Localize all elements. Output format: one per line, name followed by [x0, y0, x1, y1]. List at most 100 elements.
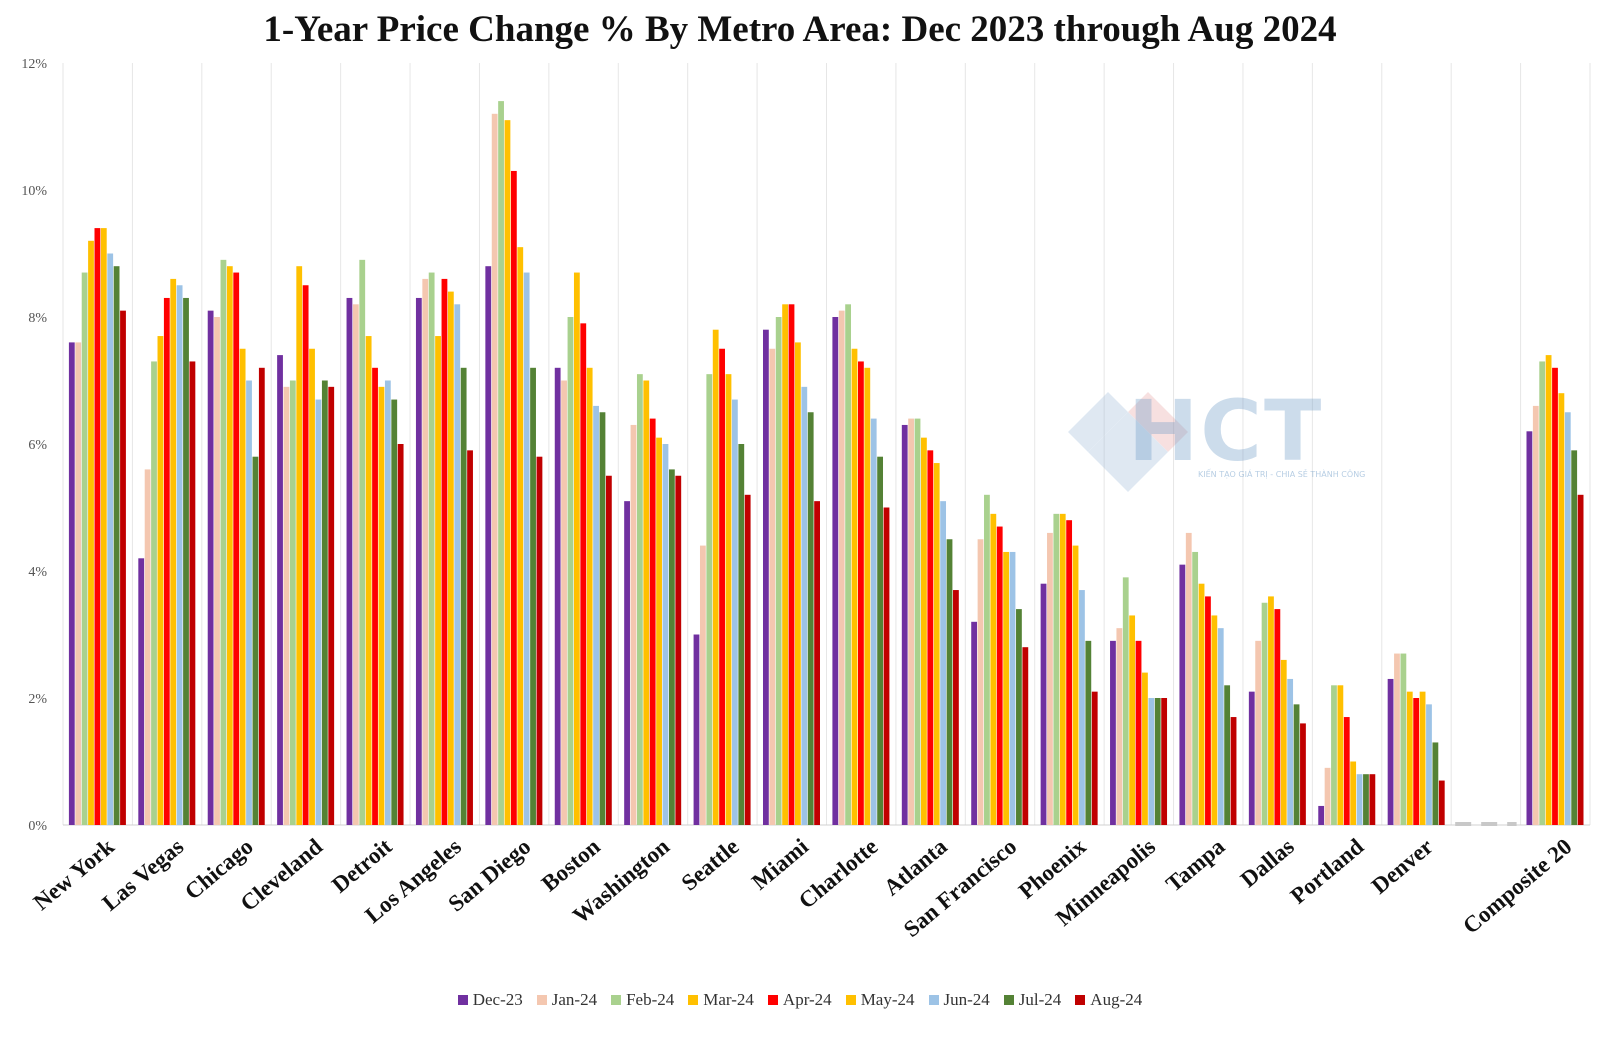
bar	[1343, 717, 1350, 825]
bar	[1318, 805, 1325, 825]
x-tick-label: Portland	[1286, 834, 1369, 909]
bar	[1248, 691, 1255, 825]
bar	[1255, 640, 1262, 825]
bar	[1571, 450, 1578, 825]
x-tick-label: Charlotte	[794, 834, 882, 914]
bar	[1122, 577, 1129, 825]
bar	[1300, 723, 1306, 825]
bar	[530, 367, 536, 825]
bar	[1432, 742, 1439, 825]
bar	[990, 513, 997, 825]
bar	[605, 475, 612, 825]
bar	[921, 437, 927, 825]
chart-title: 1-Year Price Change % By Metro Area: Dec…	[263, 9, 1337, 50]
legend-item: Jul-24	[1003, 990, 1061, 1010]
bar	[561, 380, 567, 825]
legend-swatch	[688, 995, 699, 1005]
bar	[1545, 355, 1552, 825]
watermark-subtitle: KIẾN TẠO GIÁ TRỊ - CHIA SẺ THÀNH CÔNG	[1198, 470, 1366, 479]
legend-label: Jun-24	[943, 990, 990, 1009]
bar	[491, 113, 498, 826]
bar	[1324, 767, 1331, 825]
bar	[1085, 640, 1092, 825]
y-tick-label: 0%	[28, 819, 47, 834]
legend-swatch	[928, 995, 939, 1005]
bar	[315, 399, 322, 825]
bar	[1577, 494, 1584, 825]
bar	[467, 450, 473, 825]
bar	[1552, 367, 1558, 825]
bar	[1438, 780, 1445, 825]
bar	[1205, 596, 1211, 825]
legend-label: Feb-24	[626, 990, 675, 1009]
x-tick-label: Seattle	[677, 834, 744, 896]
bar	[807, 412, 814, 825]
bar	[996, 526, 1003, 825]
bar	[309, 348, 315, 825]
bar	[1356, 774, 1363, 825]
bar	[1532, 405, 1539, 825]
bar	[901, 424, 908, 825]
bar	[151, 361, 157, 825]
bar	[183, 297, 189, 825]
bar	[1369, 774, 1376, 825]
bar	[719, 348, 725, 825]
bar	[207, 310, 214, 825]
bar	[1539, 361, 1546, 825]
bar	[391, 399, 398, 825]
bar	[1400, 653, 1407, 825]
bar	[157, 336, 164, 825]
bar	[1558, 393, 1565, 825]
bar	[189, 361, 196, 825]
bar	[636, 374, 643, 825]
bar	[953, 590, 959, 825]
bar	[769, 348, 776, 825]
bar	[877, 456, 884, 825]
bar	[1135, 640, 1142, 825]
bar	[845, 304, 852, 825]
legend-label: Apr-24	[782, 990, 832, 1009]
bar	[277, 355, 283, 825]
bar	[731, 399, 738, 825]
bar	[296, 266, 303, 825]
bar	[214, 317, 220, 825]
bar	[794, 342, 801, 825]
bar	[239, 348, 246, 825]
bar	[258, 367, 265, 825]
bar	[883, 507, 890, 825]
bar	[352, 304, 359, 825]
x-tick-label: Dallas	[1236, 834, 1299, 893]
bar	[88, 240, 94, 826]
bar	[1350, 761, 1357, 825]
bar	[384, 380, 391, 825]
bar	[1526, 431, 1533, 825]
bar	[1003, 551, 1010, 825]
watermark-logo-icon	[1068, 392, 1188, 492]
bar	[1230, 717, 1237, 825]
y-tick-label: 4%	[28, 565, 47, 580]
bar	[1022, 647, 1029, 825]
bar	[1394, 653, 1400, 825]
bar	[517, 247, 524, 825]
legend-label: Dec-23	[472, 990, 523, 1009]
bar	[1179, 564, 1186, 825]
legend-swatch	[767, 995, 778, 1005]
bar	[1016, 609, 1022, 825]
bar	[1287, 678, 1294, 825]
bar	[485, 266, 492, 825]
bar	[1091, 691, 1098, 825]
bar	[68, 342, 75, 825]
bar	[1280, 659, 1287, 825]
bar	[662, 444, 669, 825]
bar	[1274, 609, 1281, 825]
bar	[226, 266, 233, 825]
bar	[220, 259, 227, 826]
bar	[1009, 551, 1016, 825]
bar	[246, 380, 252, 825]
bar	[914, 418, 921, 825]
bar	[1268, 596, 1274, 825]
legend-item: Feb-24	[611, 990, 674, 1010]
bar	[580, 323, 587, 825]
legend-item: Dec-23	[457, 990, 523, 1010]
bar	[302, 285, 309, 825]
